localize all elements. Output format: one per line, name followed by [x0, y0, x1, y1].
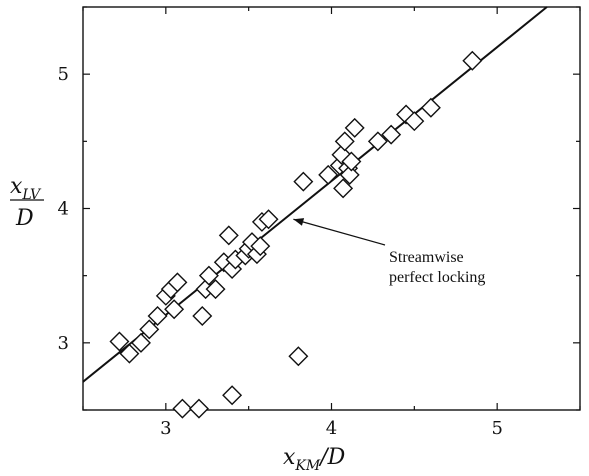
data-point-diamond — [164, 299, 185, 320]
y-label-main: x — [10, 174, 23, 199]
data-point-diamond — [205, 279, 226, 300]
data-point-diamond — [293, 171, 314, 192]
data-point-diamond — [218, 225, 239, 246]
plot-frame — [82, 6, 581, 411]
data-point-diamond — [367, 131, 388, 152]
x-label-main: x — [283, 445, 296, 470]
y-axis-label: xLV D — [10, 174, 44, 231]
y-tick-label: 3 — [58, 333, 69, 354]
y-tick-label: 5 — [58, 64, 69, 85]
x-tick-label: 4 — [326, 418, 337, 439]
data-point-diamond — [250, 236, 271, 257]
annotation-arrowhead — [293, 218, 305, 226]
x-label-sub: KM — [294, 458, 320, 474]
data-point-diamond — [420, 97, 441, 118]
tick-labels: 3 4 5 3 4 5 — [58, 64, 503, 439]
data-point-diamond — [333, 178, 354, 199]
data-point-diamond — [188, 398, 209, 419]
annotation-line-2: perfect locking — [389, 269, 485, 286]
data-point-diamond — [381, 124, 402, 145]
data-point-diamond — [288, 346, 309, 367]
data-point-diamond — [404, 111, 425, 132]
data-point-diamond — [198, 265, 219, 286]
data-point-diamond — [318, 164, 339, 185]
annotation-arrow — [293, 218, 386, 246]
axis-ticks — [82, 6, 581, 411]
y-tick-label: 4 — [58, 199, 69, 220]
data-point-diamond — [147, 305, 168, 326]
data-point-diamond — [172, 398, 193, 419]
data-point-diamond — [339, 164, 360, 185]
data-point-diamond — [462, 50, 483, 71]
data-point-diamond — [222, 385, 243, 406]
data-point-diamond — [334, 131, 355, 152]
x-label-suffix: /D — [318, 445, 345, 470]
data-point-diamond — [341, 151, 362, 172]
data-points — [109, 50, 483, 419]
data-point-diamond — [139, 319, 160, 340]
data-point-diamond — [119, 343, 140, 364]
annotation: Streamwise perfect locking — [293, 218, 485, 286]
data-point-diamond — [344, 117, 365, 138]
y-label-denominator: D — [15, 206, 34, 231]
data-point-diamond — [167, 272, 188, 293]
x-tick-label: 3 — [160, 418, 171, 439]
annotation-line-1: Streamwise — [389, 249, 464, 266]
x-tick-label: 5 — [491, 418, 502, 439]
data-point-diamond — [192, 305, 213, 326]
data-point-diamond — [258, 209, 279, 230]
x-axis-label: xKM/D — [283, 445, 346, 474]
data-point-diamond — [130, 332, 151, 353]
data-point-diamond — [109, 331, 130, 352]
y-label-sub: LV — [21, 187, 42, 203]
svg-text:xLV: xLV — [10, 174, 42, 203]
